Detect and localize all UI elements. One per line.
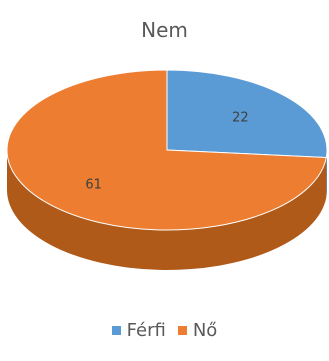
chart-title: Nem — [141, 18, 188, 42]
legend-item-no: Nő — [177, 320, 218, 341]
pie-side-0 — [326, 150, 327, 198]
legend-item-ferfi: Férfi — [111, 320, 166, 341]
pie-side-1 — [7, 150, 327, 271]
data-label-0: 22 — [232, 111, 249, 126]
legend-swatch-no — [177, 326, 187, 335]
pie-slice-1 — [6, 69, 327, 231]
legend-swatch-ferfi — [111, 326, 121, 335]
pie-slice-0 — [166, 69, 328, 159]
legend: Férfi Nő — [0, 320, 329, 341]
legend-label-ferfi: Férfi — [126, 320, 166, 341]
data-label-1: 61 — [85, 177, 102, 192]
legend-label-no: Nő — [192, 320, 218, 341]
